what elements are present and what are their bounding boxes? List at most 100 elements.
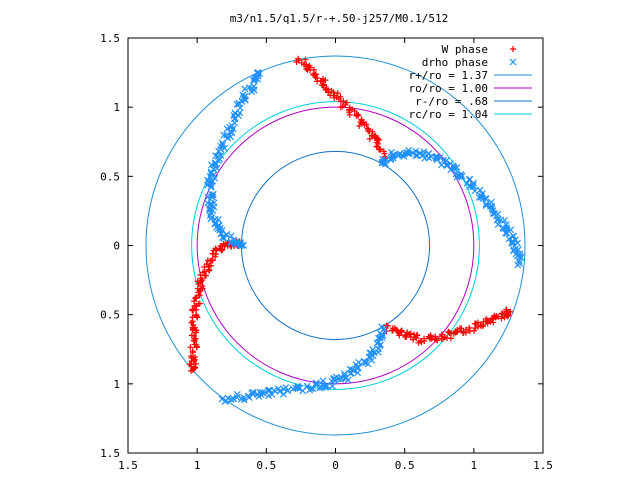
legend-label: r+/ro = 1.37 xyxy=(409,69,488,82)
series-0-point xyxy=(432,335,439,342)
series-0-point xyxy=(377,146,384,153)
legend-label: r-/ro = .68 xyxy=(415,95,488,108)
series-1-point xyxy=(453,164,461,171)
series-1-point xyxy=(513,252,521,260)
legend-marker xyxy=(509,58,517,66)
series-1-point xyxy=(241,85,249,93)
series-1-point xyxy=(230,395,238,403)
legend-label: ro/ro = 1.00 xyxy=(409,82,488,95)
x-tick-label: 1 xyxy=(194,459,201,472)
y-tick-label: 0.5 xyxy=(100,170,120,183)
circle-3 xyxy=(191,101,480,390)
series-0-point xyxy=(190,367,197,373)
series-0-point xyxy=(412,334,419,341)
series-0-point xyxy=(480,321,487,328)
series-0-point xyxy=(463,326,470,333)
series-0-point xyxy=(346,106,353,113)
series-0-point xyxy=(447,335,454,342)
series-0-point xyxy=(191,302,198,309)
series-1-point xyxy=(219,141,227,149)
series-1-point xyxy=(222,397,230,405)
series-1-point xyxy=(509,239,517,247)
legend-marker xyxy=(510,46,516,52)
series-1-point xyxy=(220,131,228,139)
y-tick-label: 1.5 xyxy=(100,447,120,460)
series-0-point xyxy=(293,59,300,66)
series-1-point xyxy=(211,159,219,167)
y-tick-label: 1.5 xyxy=(100,32,120,45)
series-1-point xyxy=(436,154,444,161)
series-0-point xyxy=(195,280,202,287)
series-0-point xyxy=(369,128,376,135)
series-0-point xyxy=(471,327,478,334)
series-1-point xyxy=(264,387,272,395)
series-0-point xyxy=(421,338,428,345)
series-0-point xyxy=(187,344,194,351)
series-0-point xyxy=(398,327,405,334)
series-0-point xyxy=(327,92,334,99)
series-0-point xyxy=(353,112,360,119)
series-1-point xyxy=(412,152,420,160)
series-1-point xyxy=(361,358,369,366)
series-1-point xyxy=(455,173,463,180)
series-0-point xyxy=(193,327,200,334)
series-0-point xyxy=(323,85,330,92)
series-1-point xyxy=(469,182,477,189)
series-1-point xyxy=(254,75,262,83)
series-1-point xyxy=(328,382,336,390)
series-0-point xyxy=(193,294,200,301)
series-0-point xyxy=(328,88,335,95)
series-0-point xyxy=(356,122,363,129)
series-1-point xyxy=(312,379,320,387)
series-0-point xyxy=(413,335,420,342)
series-1-point xyxy=(218,395,226,403)
series-1 xyxy=(204,69,525,405)
series-0-point xyxy=(187,361,194,368)
series-0-point xyxy=(353,111,360,118)
series-1-point xyxy=(207,183,215,190)
series-1-point xyxy=(212,152,220,160)
x-tick-label: 1.5 xyxy=(533,459,553,472)
y-tick-label: 1 xyxy=(113,378,120,391)
series-1-point xyxy=(382,157,390,164)
series-0-point xyxy=(189,348,196,355)
series-1-point xyxy=(500,225,508,233)
series-0-point xyxy=(374,135,381,142)
series-1-point xyxy=(309,385,317,392)
series-0-point xyxy=(314,78,321,85)
series-0-point xyxy=(489,315,496,322)
legend-label: W phase xyxy=(442,43,488,56)
series-0-point xyxy=(402,332,409,339)
series-1-point xyxy=(501,216,508,224)
y-tick-label: 0 xyxy=(113,240,120,253)
series-1-point xyxy=(509,237,516,245)
series-1-point xyxy=(289,385,297,393)
series-0-point xyxy=(440,335,447,342)
circle-2 xyxy=(240,150,431,341)
series-0-point xyxy=(208,257,215,264)
y-tick-label: 0.5 xyxy=(100,309,120,322)
series-1-point xyxy=(395,151,403,159)
series-0-point xyxy=(366,135,373,142)
series-1-point xyxy=(479,195,487,203)
series-0-point xyxy=(343,99,350,106)
series-1-point xyxy=(337,375,344,383)
series-1-point xyxy=(378,158,386,166)
plot-content xyxy=(145,55,526,436)
series-0-point xyxy=(339,103,346,110)
series-1-point xyxy=(378,334,386,341)
series-0-point xyxy=(489,314,496,321)
series-1-point xyxy=(206,212,214,219)
x-tick-label: 0 xyxy=(332,459,339,472)
series-1-point xyxy=(219,233,227,241)
series-0-point xyxy=(432,336,439,343)
series-1-point xyxy=(218,139,226,147)
series-1-point xyxy=(354,369,362,377)
series-0-point xyxy=(193,344,200,351)
series-1-point xyxy=(376,334,384,342)
series-1-point xyxy=(210,165,217,173)
x-tick-label: 1.5 xyxy=(118,459,138,472)
series-1-point xyxy=(207,170,215,178)
series-1-point xyxy=(475,193,483,201)
